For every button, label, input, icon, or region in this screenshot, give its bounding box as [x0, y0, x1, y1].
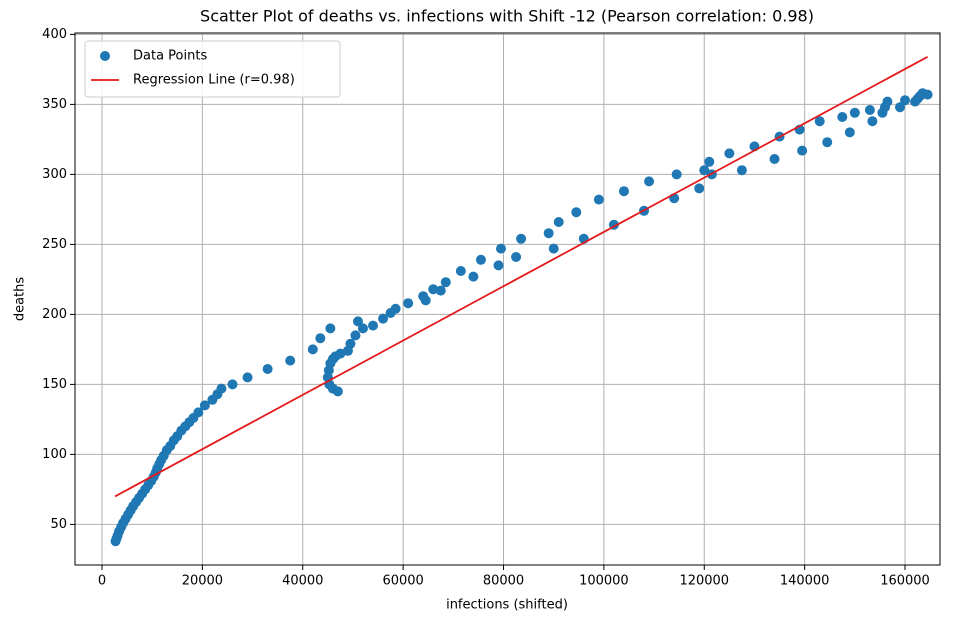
data-point	[900, 95, 911, 106]
data-point	[496, 243, 507, 254]
y-axis-label: deaths	[13, 277, 28, 322]
data-point	[242, 372, 253, 383]
data-point	[844, 127, 855, 138]
data-point	[644, 176, 655, 187]
data-point	[516, 233, 527, 244]
data-point	[307, 344, 318, 355]
y-tick-label: 50	[50, 517, 67, 532]
data-point	[814, 116, 825, 127]
data-point	[704, 156, 715, 167]
x-tick-label: 20000	[182, 574, 223, 589]
data-point	[368, 320, 379, 331]
x-tick-label: 0	[98, 574, 106, 589]
data-point	[671, 169, 682, 180]
x-tick-label: 60000	[382, 574, 423, 589]
y-tick-label: 300	[42, 167, 67, 182]
legend-box	[84, 40, 341, 98]
data-point	[694, 183, 705, 194]
data-point	[227, 379, 238, 390]
data-point	[345, 338, 356, 349]
data-point	[837, 112, 848, 122]
data-point	[724, 148, 735, 159]
data-point	[797, 145, 808, 156]
data-point	[553, 217, 564, 227]
x-tick-label: 140000	[780, 574, 830, 589]
x-tick-label: 120000	[679, 574, 729, 589]
data-point	[357, 323, 368, 334]
data-point	[571, 207, 582, 218]
data-point	[455, 266, 466, 276]
data-point	[593, 194, 604, 205]
data-point	[493, 260, 504, 271]
data-point	[922, 89, 933, 100]
data-point	[335, 348, 346, 359]
data-point	[699, 165, 710, 176]
x-tick-label: 160000	[880, 574, 930, 589]
legend-label: Regression Line (r=0.98)	[133, 73, 295, 88]
data-point	[440, 277, 451, 288]
x-tick-label: 100000	[579, 574, 629, 589]
data-point	[285, 355, 296, 366]
y-tick-label: 100	[42, 447, 67, 462]
data-point	[435, 285, 446, 296]
y-tick-label: 250	[42, 237, 67, 252]
legend-marker	[100, 51, 110, 61]
y-tick-label: 400	[42, 27, 67, 42]
data-point	[325, 323, 336, 334]
data-point	[468, 271, 479, 282]
y-tick-label: 150	[42, 377, 67, 392]
data-point	[618, 186, 629, 197]
data-point	[822, 137, 833, 148]
data-point	[193, 407, 204, 418]
data-point	[769, 154, 780, 164]
data-point	[849, 107, 860, 118]
data-point	[894, 102, 905, 113]
data-point	[736, 165, 747, 176]
data-point	[864, 105, 875, 115]
data-point	[420, 295, 431, 306]
chart-title: Scatter Plot of deaths vs. infections wi…	[200, 7, 814, 26]
data-point	[315, 333, 326, 344]
data-point	[378, 313, 389, 324]
regression-line	[114, 56, 929, 498]
x-axis-label: infections (shifted)	[446, 598, 568, 613]
data-point	[548, 243, 559, 254]
y-tick-label: 350	[42, 97, 67, 112]
data-point	[350, 330, 361, 341]
data-point	[543, 228, 554, 239]
data-point	[199, 400, 210, 411]
data-point	[403, 298, 414, 309]
y-tick-label: 200	[42, 307, 67, 322]
x-tick-label: 80000	[483, 574, 524, 589]
data-point	[262, 364, 273, 374]
legend-label: Data Points	[133, 49, 207, 64]
data-point	[216, 383, 227, 394]
data-point	[352, 316, 363, 327]
data-point	[882, 96, 893, 107]
data-point	[475, 254, 486, 265]
data-point	[428, 284, 439, 295]
plot-frame	[74, 32, 941, 566]
data-point	[332, 386, 343, 397]
data-point	[390, 303, 401, 314]
data-point	[867, 116, 878, 127]
x-tick-label: 40000	[282, 574, 323, 589]
data-point	[511, 252, 522, 262]
